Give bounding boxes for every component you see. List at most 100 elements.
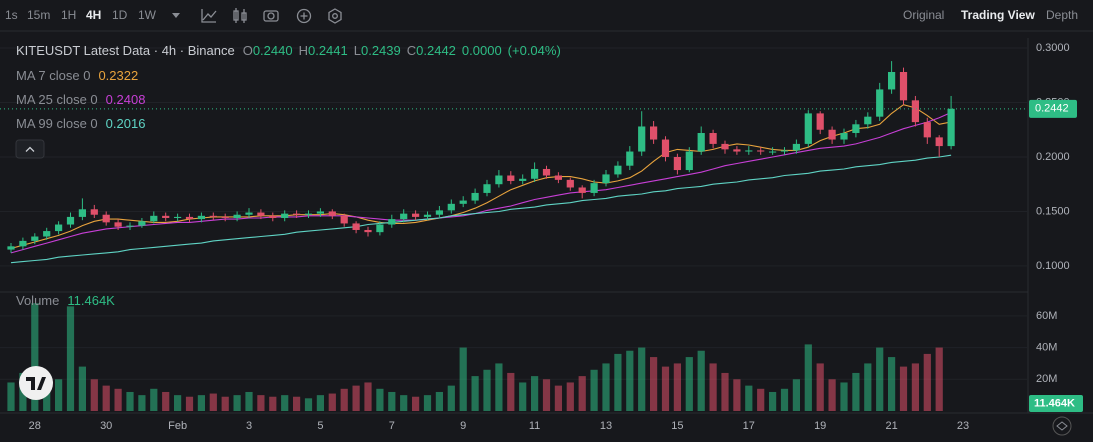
ma-legend-entry: MA 7 close 0 0.2322 [16, 68, 138, 83]
volume-bar [673, 363, 681, 411]
candle-body [638, 126, 646, 152]
volume-bar [423, 395, 432, 411]
candle-body [376, 224, 384, 233]
candle-body [876, 89, 884, 117]
volume-bar [174, 395, 182, 411]
volume-bar [709, 363, 717, 411]
interval[interactable]: 1s [5, 8, 18, 22]
ohlc-value: 0.2440 [253, 43, 293, 58]
volume-bar [150, 388, 158, 411]
y-tick-label: 0.2000 [1036, 151, 1070, 163]
goto-button[interactable] [1052, 416, 1072, 436]
candle-body [352, 223, 360, 230]
volume-name: Volume [16, 293, 59, 308]
volume-bar [864, 363, 872, 411]
candle-body [626, 151, 634, 166]
candle-body [90, 209, 98, 215]
indicator-icon[interactable] [201, 9, 217, 23]
legend-value: 0.2016 [106, 116, 146, 131]
price-tag-label: 0.2442 [1035, 103, 1069, 115]
volume-bar [269, 396, 277, 411]
candle-body [780, 150, 789, 152]
chart-type-icon[interactable] [233, 8, 247, 23]
volume-bar [138, 395, 146, 411]
volume-bar [614, 353, 622, 411]
chart-title: KITEUSDT Latest Data · 4h · Binance [16, 43, 235, 58]
candle-body [673, 156, 681, 171]
x-tick-label: 9 [460, 420, 466, 432]
candle-body [78, 209, 86, 217]
volume-bar [447, 385, 455, 411]
volume-bar [316, 395, 324, 411]
ohlc-key: C [407, 43, 416, 58]
view-tab[interactable]: Trading View [961, 8, 1035, 22]
candle-body [864, 116, 872, 125]
volume-bar [697, 350, 705, 411]
candle-body [888, 71, 896, 90]
view-tab[interactable]: Depth [1046, 8, 1078, 22]
candle-body [733, 149, 741, 152]
candle-body [935, 137, 943, 147]
candle-body [328, 211, 336, 216]
logo-badge [19, 366, 53, 400]
volume-bar [233, 395, 241, 411]
legend-name: MA 99 close 0 [16, 116, 98, 131]
candle-body [304, 213, 313, 215]
candle-body [531, 168, 539, 179]
volume-bar [876, 347, 884, 411]
volume-bar [31, 303, 39, 411]
x-tick-label: 17 [743, 420, 755, 432]
logo-mark [26, 377, 46, 390]
volume-bar [185, 396, 194, 411]
candle-body [221, 216, 229, 218]
ma-line [10, 111, 952, 254]
change: 0.0000 [462, 43, 502, 58]
x-tick-label: 5 [317, 420, 323, 432]
volume-bar [304, 398, 313, 411]
candle-body [947, 108, 955, 147]
interval[interactable]: 1H [61, 8, 76, 22]
candle-body [578, 187, 586, 193]
candle-body [340, 215, 348, 224]
volume-bar [257, 395, 265, 411]
x-tick-label: 21 [885, 420, 897, 432]
interval[interactable]: 4H [86, 8, 101, 22]
view-tab[interactable]: Original [903, 8, 944, 22]
volume-bar [102, 385, 110, 411]
add-icon[interactable] [296, 8, 312, 24]
candle-body [792, 143, 800, 151]
interval[interactable]: 15m [27, 8, 50, 22]
candle-body [197, 215, 205, 220]
candle-body [293, 213, 301, 215]
volume-bar [221, 396, 229, 411]
volume-bar [780, 388, 789, 411]
candle-body [542, 168, 551, 176]
candle-body [769, 151, 777, 153]
volume-bar [769, 391, 777, 411]
volume-bar [888, 357, 896, 411]
volume-bar [340, 388, 348, 411]
candle-body [519, 178, 527, 181]
dropdown[interactable] [172, 13, 180, 18]
candle-body [495, 175, 503, 185]
collapse-button[interactable] [15, 139, 45, 159]
interval[interactable]: 1D [112, 8, 128, 22]
candle-body [43, 231, 51, 237]
candle-body [364, 229, 372, 233]
candle-body [388, 219, 396, 225]
settings-icon[interactable] [328, 8, 342, 24]
candle-body [102, 214, 110, 223]
candle-body [685, 151, 693, 171]
volume-bar [126, 391, 134, 411]
legend-value: 0.2408 [106, 92, 146, 107]
candle-body [852, 124, 860, 134]
candle-body [257, 212, 265, 216]
candle-body [185, 216, 194, 220]
interval[interactable]: 1W [138, 8, 157, 22]
volume-bar [638, 347, 646, 411]
snapshot-icon[interactable] [263, 10, 279, 22]
candle-body [174, 216, 182, 218]
volume-bar [542, 379, 551, 411]
